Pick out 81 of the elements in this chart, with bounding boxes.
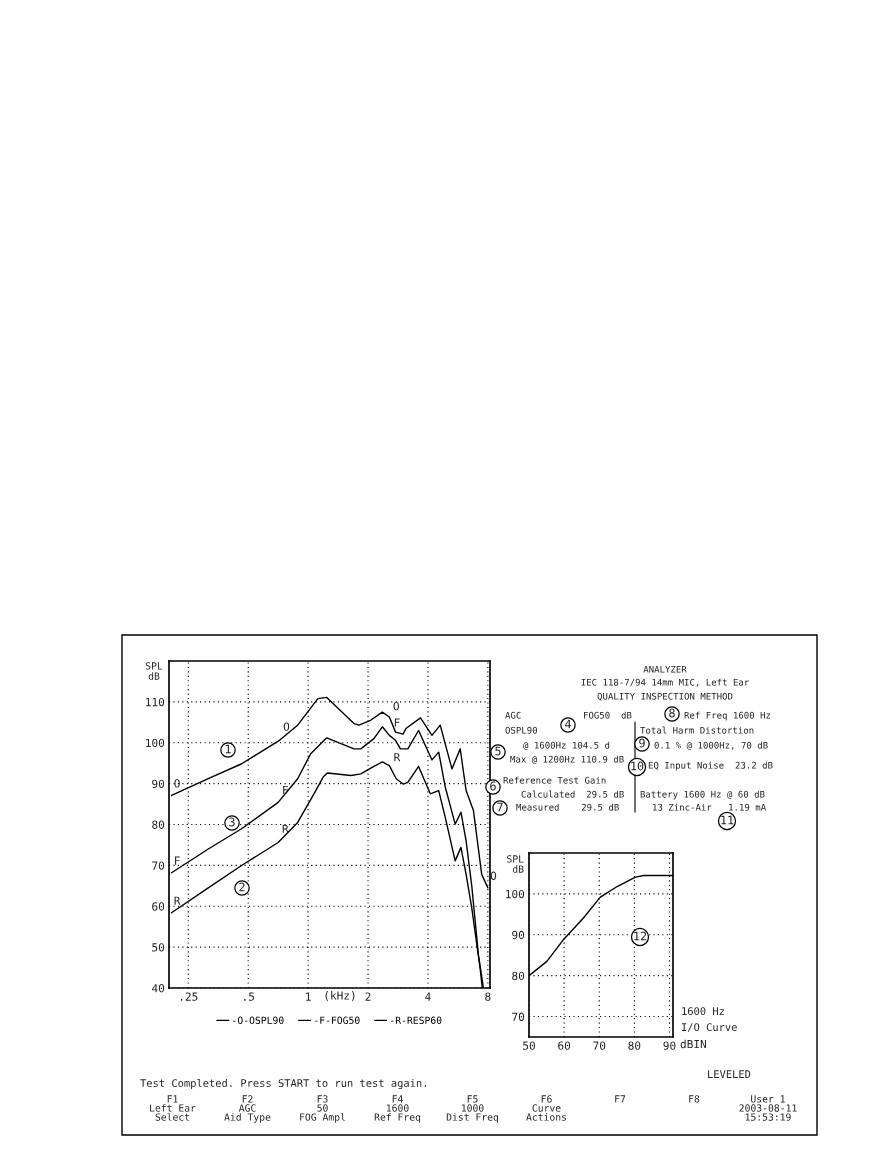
text: 9 bbox=[639, 738, 645, 748]
text: AGC bbox=[505, 711, 521, 719]
text: Test Completed. Press START to run test again. bbox=[140, 1078, 426, 1090]
annotation: R bbox=[394, 753, 401, 762]
text: Calculated 29.5 dB bbox=[521, 790, 624, 798]
legend-label: -O-OSPL90 bbox=[233, 1016, 284, 1024]
text: I/O Curve bbox=[682, 1023, 737, 1032]
text: 0.1 % @ 1000Hz, 70 dB bbox=[654, 741, 768, 750]
text: F4 1600 Ref Freq bbox=[374, 1095, 421, 1123]
y-tick-label: 90 bbox=[152, 779, 165, 789]
x-tick-label: 60 bbox=[558, 1041, 571, 1050]
x-tick-label: 8 bbox=[485, 992, 491, 1001]
y-tick-label: 40 bbox=[152, 984, 165, 993]
text: OSPL90 bbox=[505, 726, 538, 734]
annotation: R bbox=[174, 896, 181, 905]
annotation: R bbox=[282, 824, 289, 833]
text: 10 bbox=[631, 761, 644, 771]
annotation: O bbox=[283, 722, 290, 731]
text: Battery 1600 Hz @ 60 dB bbox=[640, 790, 765, 800]
text: QUALITY INSPECTION METHOD bbox=[597, 692, 733, 701]
legend-label: -R-RESP60 bbox=[391, 1016, 442, 1024]
text: 5 bbox=[495, 746, 501, 756]
y-tick-label: 100 bbox=[506, 889, 525, 899]
legend-label: -F-FOG50 bbox=[315, 1016, 360, 1024]
x-tick-label: 90 bbox=[663, 1041, 676, 1050]
y-tick-label: 50 bbox=[152, 943, 165, 952]
y-tick-label: 100 bbox=[146, 738, 165, 748]
text: LEVELED bbox=[708, 1070, 751, 1078]
annotation: O bbox=[174, 779, 180, 788]
y-tick-label: 60 bbox=[152, 902, 165, 911]
annotation: F bbox=[283, 785, 288, 794]
y-tick-label: 70 bbox=[152, 861, 165, 870]
x-tick-label: 70 bbox=[593, 1041, 606, 1050]
annotation: 2 bbox=[239, 882, 245, 892]
text: 13 Zinc-Air 1.19 mA bbox=[653, 803, 766, 811]
text: 4 bbox=[565, 719, 571, 729]
text: User 1 2003-08-11 15:53:19 bbox=[739, 1095, 797, 1121]
annotation: 1 bbox=[225, 744, 231, 754]
text: F3 50 FOG Ampl bbox=[300, 1095, 345, 1123]
annotation: 3 bbox=[229, 817, 235, 827]
x-tick-label: 50 bbox=[523, 1041, 535, 1050]
x-tick-label: .25 bbox=[180, 992, 198, 1001]
y-tick-label: 80 bbox=[512, 971, 525, 981]
text: Reference Test Gain bbox=[503, 776, 606, 784]
text: Max @ 1200Hz 110.9 dB bbox=[510, 755, 624, 764]
x-tick-label: 4 bbox=[425, 992, 431, 1001]
annotation: F bbox=[175, 856, 180, 865]
annotation: O bbox=[393, 701, 399, 711]
text: Measured 29.5 dB bbox=[516, 803, 619, 811]
text: 6 bbox=[490, 781, 496, 791]
text: Ref Freq 1600 Hz bbox=[684, 711, 771, 721]
text: Total Harm Distortion bbox=[640, 726, 754, 734]
y-tick-label: 90 bbox=[512, 930, 525, 940]
text: IEC 118-7/94 14mm MIC, Left Ear bbox=[581, 678, 749, 687]
text: F7 bbox=[615, 1095, 626, 1103]
annotation: 12 bbox=[634, 931, 647, 941]
y-axis-title: SPL dB bbox=[145, 662, 163, 680]
y-tick-label: 110 bbox=[146, 697, 165, 707]
y-tick-label: 70 bbox=[512, 1012, 525, 1021]
text: F5 1000 Dist Freq bbox=[446, 1095, 498, 1123]
x-tick-label: .5 bbox=[244, 992, 254, 1001]
x-tick-label: 2 bbox=[365, 992, 371, 1001]
x-axis-title: (kHz) bbox=[325, 991, 355, 1001]
text: F1 Left Ear Select bbox=[150, 1095, 196, 1121]
x-tick-label: 1 bbox=[306, 992, 311, 1001]
text: F8 bbox=[689, 1095, 700, 1103]
text: 7 bbox=[497, 802, 503, 812]
text: 8 bbox=[669, 708, 675, 718]
text: 11 bbox=[721, 815, 734, 825]
text: EQ Input Noise 23.2 dB bbox=[648, 761, 773, 771]
y-axis-title: SPL dB bbox=[507, 855, 524, 873]
annotation: F bbox=[394, 718, 400, 727]
text: 1600 Hz bbox=[682, 1007, 724, 1016]
text: F6 Curve Actions bbox=[526, 1095, 567, 1121]
x-axis-title: dBIN bbox=[680, 1039, 706, 1049]
text: ANALYZER bbox=[643, 665, 687, 673]
text: FOG50 dB bbox=[584, 711, 632, 719]
x-tick-label: 80 bbox=[628, 1041, 641, 1050]
text: F2 AGC Aid Type bbox=[224, 1095, 271, 1123]
text: @ 1600Hz 104.5 d bbox=[523, 741, 610, 750]
y-tick-label: 80 bbox=[152, 820, 165, 829]
